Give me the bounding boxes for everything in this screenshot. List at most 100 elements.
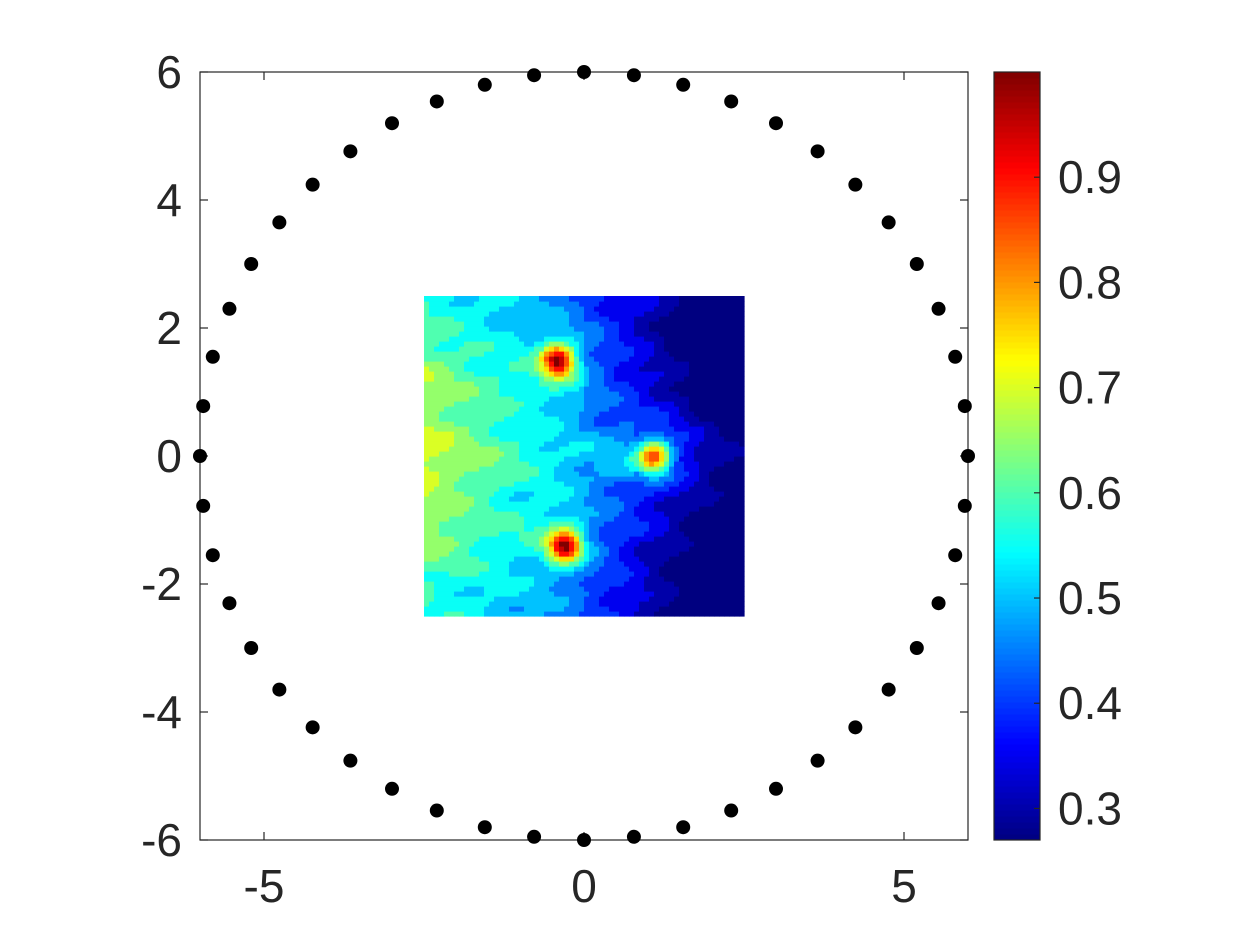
heatmap-cell bbox=[529, 296, 535, 302]
heatmap-cell bbox=[444, 601, 450, 607]
heatmap-cell bbox=[494, 426, 500, 432]
heatmap-cell bbox=[714, 596, 720, 602]
heatmap-cell bbox=[489, 301, 495, 307]
heatmap-cell bbox=[559, 556, 565, 562]
heatmap-cell bbox=[674, 416, 680, 422]
heatmap-cell bbox=[654, 536, 660, 542]
heatmap-cell bbox=[609, 541, 615, 547]
heatmap-cell bbox=[604, 411, 610, 417]
heatmap-cell bbox=[534, 376, 540, 382]
heatmap-cell bbox=[524, 591, 530, 597]
heatmap-cell bbox=[684, 346, 690, 352]
heatmap-cell bbox=[569, 386, 575, 392]
heatmap-cell bbox=[679, 546, 685, 552]
heatmap-cell bbox=[694, 341, 700, 347]
heatmap-cell bbox=[659, 521, 665, 527]
heatmap-cell bbox=[444, 376, 450, 382]
heatmap-cell bbox=[619, 356, 625, 362]
heatmap-cell bbox=[539, 561, 545, 567]
heatmap-cell bbox=[449, 346, 455, 352]
scatter-point bbox=[948, 349, 963, 364]
heatmap-cell bbox=[634, 356, 640, 362]
heatmap-cell bbox=[719, 471, 725, 477]
heatmap-cell bbox=[734, 371, 740, 377]
heatmap-cell bbox=[629, 481, 635, 487]
heatmap-cell bbox=[464, 426, 470, 432]
colorbar-segment bbox=[994, 636, 1040, 643]
heatmap-cell bbox=[514, 531, 520, 537]
heatmap-cell bbox=[554, 571, 560, 577]
heatmap-cell bbox=[449, 571, 455, 577]
heatmap-cell bbox=[644, 591, 650, 597]
heatmap-cell bbox=[664, 476, 670, 482]
heatmap-cell bbox=[484, 596, 490, 602]
heatmap-cell bbox=[499, 571, 505, 577]
heatmap-cell bbox=[544, 491, 550, 497]
heatmap-cell bbox=[509, 451, 515, 457]
heatmap-cell bbox=[449, 591, 455, 597]
heatmap-cell bbox=[524, 486, 530, 492]
heatmap-cell bbox=[479, 341, 485, 347]
heatmap-cell bbox=[599, 441, 605, 447]
heatmap-cell bbox=[659, 541, 665, 547]
heatmap-cell bbox=[689, 371, 695, 377]
heatmap-cell bbox=[649, 541, 655, 547]
heatmap-cell bbox=[594, 411, 600, 417]
heatmap-cell bbox=[694, 556, 700, 562]
heatmap-cell bbox=[489, 611, 495, 617]
heatmap-cell bbox=[679, 571, 685, 577]
heatmap-cell bbox=[569, 496, 575, 502]
heatmap-cell bbox=[584, 536, 590, 542]
heatmap-cell bbox=[439, 476, 445, 482]
heatmap-cell bbox=[579, 391, 585, 397]
heatmap-cell bbox=[469, 461, 475, 467]
heatmap-cell bbox=[679, 516, 685, 522]
heatmap-cell bbox=[714, 481, 720, 487]
heatmap-cell bbox=[569, 411, 575, 417]
heatmap-cell bbox=[534, 571, 540, 577]
heatmap-cell bbox=[624, 401, 630, 407]
heatmap-cell bbox=[449, 411, 455, 417]
heatmap-cell bbox=[514, 461, 520, 467]
heatmap-cell bbox=[574, 436, 580, 442]
heatmap-cell bbox=[649, 356, 655, 362]
heatmap-cell bbox=[454, 416, 460, 422]
heatmap-cell bbox=[634, 456, 640, 462]
heatmap-cell bbox=[619, 436, 625, 442]
heatmap-cell bbox=[699, 366, 705, 372]
heatmap-cell bbox=[424, 376, 430, 382]
heatmap-cell bbox=[464, 396, 470, 402]
heatmap-cell bbox=[729, 346, 735, 352]
heatmap-cell bbox=[489, 491, 495, 497]
heatmap-cell bbox=[569, 456, 575, 462]
heatmap-cell bbox=[639, 381, 645, 387]
heatmap-cell bbox=[469, 296, 475, 302]
heatmap-cell bbox=[574, 556, 580, 562]
heatmap-cell bbox=[439, 336, 445, 342]
heatmap-cell bbox=[484, 516, 490, 522]
heatmap-cell bbox=[494, 551, 500, 557]
heatmap-cell bbox=[644, 446, 650, 452]
heatmap-cell bbox=[519, 311, 525, 317]
heatmap-cell bbox=[689, 441, 695, 447]
heatmap-cell bbox=[609, 366, 615, 372]
heatmap-cell bbox=[444, 416, 450, 422]
heatmap-cell bbox=[674, 296, 680, 302]
heatmap-cell bbox=[439, 371, 445, 377]
heatmap-cell bbox=[559, 481, 565, 487]
heatmap-cell bbox=[449, 611, 455, 617]
heatmap-cell bbox=[559, 456, 565, 462]
heatmap-cell bbox=[664, 381, 670, 387]
heatmap-cell bbox=[549, 461, 555, 467]
heatmap-cell bbox=[474, 446, 480, 452]
heatmap-cell bbox=[509, 601, 515, 607]
heatmap-cell bbox=[574, 446, 580, 452]
heatmap-cell bbox=[609, 471, 615, 477]
heatmap-cell bbox=[429, 456, 435, 462]
heatmap-cell bbox=[729, 411, 735, 417]
heatmap-cell bbox=[659, 451, 665, 457]
heatmap-cell bbox=[709, 556, 715, 562]
heatmap-cell bbox=[549, 446, 555, 452]
heatmap-cell bbox=[444, 411, 450, 417]
heatmap-cell bbox=[739, 361, 745, 367]
